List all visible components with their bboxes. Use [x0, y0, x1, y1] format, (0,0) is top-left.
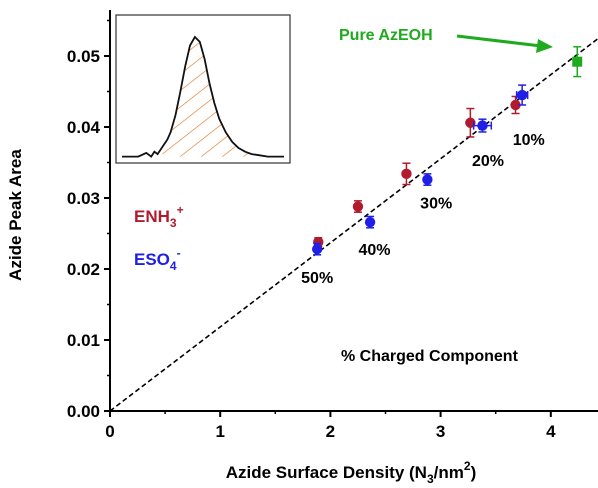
percent-label: 30% [420, 196, 452, 213]
percent-label: 40% [358, 242, 390, 259]
legend-eso4-sub: 4 [170, 259, 177, 273]
x-tick-label: 1 [215, 422, 224, 441]
linear-fit-line [110, 37, 598, 411]
legend: ENH3+ ESO4- [134, 203, 184, 273]
y-tick-label: 0.04 [67, 118, 101, 137]
legend-enh3: ENH3+ [134, 203, 184, 230]
legend-enh3-sub: 3 [170, 216, 177, 230]
x-axis-title-end: ) [471, 463, 477, 482]
inset-hatched-area [162, 37, 260, 157]
y-tick-label: 0.03 [67, 189, 100, 208]
percent-label: 20% [472, 153, 504, 170]
x-axis-title: Azide Surface Density (N3/nm2) [226, 459, 477, 486]
data-point-pure [572, 46, 583, 78]
data-points-layer [311, 46, 583, 256]
x-tick-label: 0 [105, 422, 114, 441]
inset-spectrum-curve [122, 35, 284, 158]
pure-azeoh-arrowhead [536, 39, 553, 53]
marker-circle [352, 201, 364, 212]
plot-frame: 0 1 2 3 4 0.00 0.01 0.02 0.03 0.04 0.05 [67, 10, 598, 441]
y-tick-label: 0.05 [67, 47, 100, 66]
y-axis-title: Azide Peak Area [6, 149, 25, 281]
marker-circle [311, 243, 323, 255]
data-point-eso4 [364, 215, 376, 229]
marker-circle [422, 174, 433, 185]
data-point-enh3 [352, 200, 364, 213]
x-axis-title-sup: 2 [464, 459, 471, 473]
marker-square [572, 56, 583, 67]
pure-azeoh-label: Pure AzEOH [339, 27, 433, 44]
x-tick-label: 2 [326, 422, 335, 441]
legend-eso4-main: ESO [134, 250, 170, 269]
legend-eso4-sup: - [177, 246, 181, 260]
marker-circle [364, 216, 376, 228]
data-point-eso4 [311, 242, 323, 256]
data-point-eso4 [515, 84, 529, 106]
fit-line-layer [110, 37, 598, 411]
legend-enh3-sup: + [177, 203, 184, 217]
data-point-eso4 [422, 173, 433, 186]
y-tick-label: 0.01 [67, 331, 100, 350]
x-tick-label: 4 [546, 422, 556, 441]
marker-circle [510, 99, 521, 111]
y-tick-label: 0.00 [67, 402, 100, 421]
data-point-eso4 [472, 118, 493, 133]
x-axis-title-mid: /nm [434, 463, 464, 482]
percent-label: 10% [513, 132, 545, 149]
x-axis-title-sub: 3 [427, 472, 434, 486]
charged-component-note: % Charged Component [341, 348, 519, 365]
percent-label: 50% [301, 270, 333, 287]
x-axis-title-main: Azide Surface Density (N [226, 463, 427, 482]
data-point-enh3 [401, 162, 412, 186]
legend-eso4: ESO4- [134, 246, 181, 273]
marker-circle [477, 120, 488, 131]
marker-circle [401, 168, 412, 180]
legend-enh3-main: ENH [134, 207, 170, 226]
marker-circle [516, 89, 528, 101]
x-tick-label: 3 [436, 422, 445, 441]
inset-spectrum [115, 14, 291, 164]
percent-labels-layer: 50% 40% 30% 20% 10% [301, 132, 545, 287]
pure-azeoh-arrow [456, 34, 542, 48]
y-tick-label: 0.02 [67, 260, 100, 279]
